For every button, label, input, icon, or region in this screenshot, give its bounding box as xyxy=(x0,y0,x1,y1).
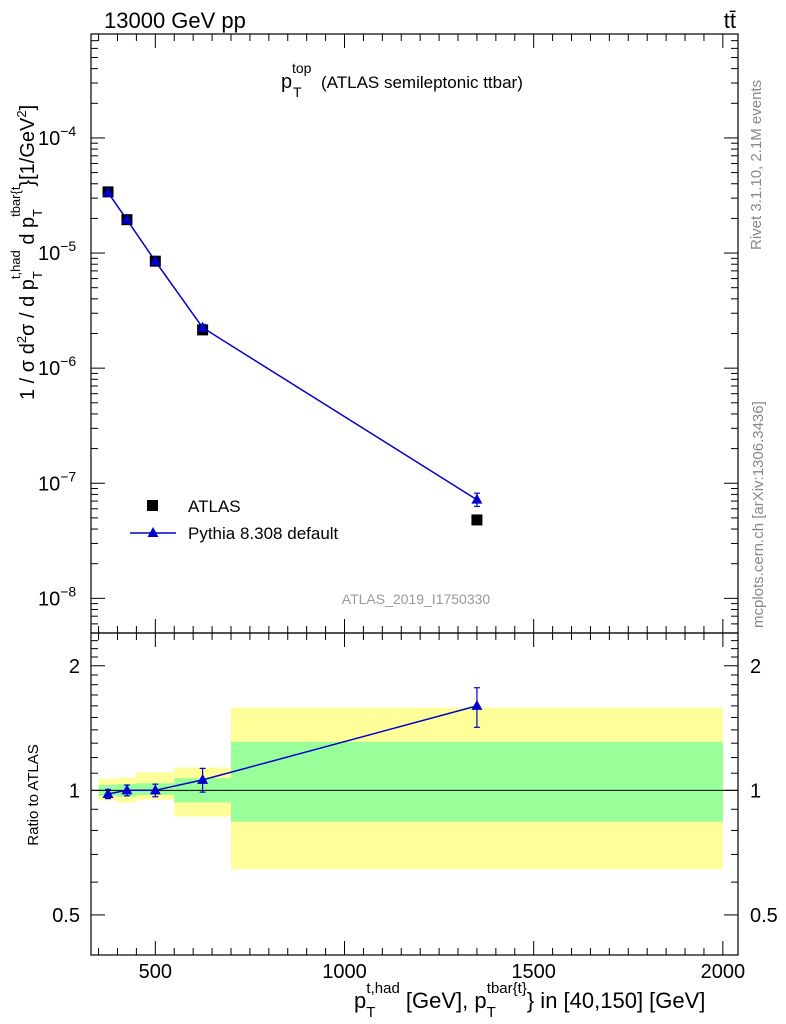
ratio-pythia-point xyxy=(471,699,483,710)
ratio-xtick-label: 1000 xyxy=(322,961,367,983)
ratio-panel: 0.5 0.5 1 1 2 2 500 1000 1500 2000 Ratio to ATLAS… xyxy=(25,632,778,1021)
ratio-pythia-point xyxy=(102,787,114,798)
ratio-pythia-point xyxy=(197,773,209,784)
main-axis-ticks: 10−8 10−7 10−6 10−5 10−4 xyxy=(38,33,738,634)
ratio-ytick-label-right: 1 xyxy=(750,780,761,802)
main-ytick-label: 10−5 xyxy=(38,238,76,265)
ratio-pythia-point xyxy=(121,784,133,795)
ratio-xtick-label: 2000 xyxy=(701,961,746,983)
pythia-point xyxy=(471,493,483,504)
ratio-series-marks xyxy=(102,687,483,800)
ratio-xtick-label: 1500 xyxy=(511,961,556,983)
pythia-point xyxy=(149,255,161,266)
mcplots-label: mcplots.cern.ch [arXiv:1306.3436] xyxy=(750,401,767,628)
ratio-ytick-label-left: 0.5 xyxy=(52,905,80,927)
pythia-point xyxy=(121,213,133,224)
pythia-line xyxy=(107,192,478,501)
atlas-point xyxy=(471,514,483,526)
main-ylabel: 1 / σ d2σ / d pTt,had d pTtbar{t}[1/GeV2… xyxy=(8,105,45,400)
main-series-lines xyxy=(107,192,478,501)
pythia-point xyxy=(102,186,114,197)
main-ytick-label: 10−7 xyxy=(38,468,76,495)
ratio-ytick-label-left: 2 xyxy=(69,656,80,678)
ratio-frame xyxy=(90,632,739,956)
ratio-uncertainty-bands xyxy=(98,707,723,870)
ratio-ytick-label-right: 2 xyxy=(750,656,761,678)
process-label: tt̄ xyxy=(724,8,736,33)
legend-atlas-marker xyxy=(147,500,158,511)
legend-pythia-label: Pythia 8.308 default xyxy=(188,524,339,543)
main-title-sub: T xyxy=(293,84,302,100)
main-title-sup: top xyxy=(292,60,312,76)
main-title-rest: (ATLAS semileptonic ttbar) xyxy=(321,73,523,92)
main-ytick-label: 10−8 xyxy=(38,583,76,610)
ratio-ylabel: Ratio to ATLAS xyxy=(25,744,42,845)
energy-label: 13000 GeV pp xyxy=(104,8,246,33)
legend-atlas-label: ATLAS xyxy=(188,497,241,516)
ratio-xtick-label: 500 xyxy=(139,961,172,983)
ratio-pythia-point xyxy=(149,784,161,795)
main-title-p: p xyxy=(281,71,292,93)
main-ytick-label: 10−4 xyxy=(38,123,76,150)
main-frame xyxy=(90,33,739,634)
main-series-marks xyxy=(102,186,483,526)
main-ytick-label: 10−6 xyxy=(38,353,76,380)
analysis-watermark: ATLAS_2019_I1750330 xyxy=(342,591,491,607)
pythia-point xyxy=(197,321,209,332)
ratio-axis-ticks: 0.5 0.5 1 1 2 2 500 1000 1500 2000 xyxy=(52,632,778,983)
main-panel: 10−8 10−7 10−6 10−5 10−4 p top T (ATLAS semi… xyxy=(8,33,739,634)
legend-pythia-marker xyxy=(147,527,159,537)
ratio-xlabel: pTt,had [GeV], pTtbar{t}} in [40,150] [G… xyxy=(354,980,705,1021)
rivet-label: Rivet 3.1.10, 2.1M events xyxy=(748,80,765,250)
ratio-band-green xyxy=(230,741,723,822)
ratio-ytick-label-right: 0.5 xyxy=(750,905,778,927)
ratio-ytick-label-left: 1 xyxy=(69,780,80,802)
